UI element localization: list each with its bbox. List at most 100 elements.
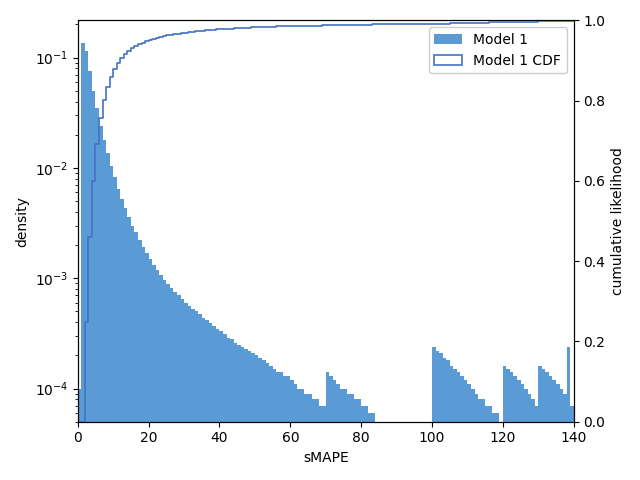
Bar	[464, 380, 467, 480]
Bar	[559, 388, 563, 480]
Bar	[212, 326, 216, 480]
Bar	[78, 388, 81, 480]
Bar	[383, 432, 386, 480]
Bar	[184, 303, 188, 480]
Model 1 CDF	[495, 20, 503, 25]
Bar	[379, 422, 383, 480]
Bar	[354, 399, 358, 480]
Bar	[252, 353, 255, 480]
Bar	[301, 388, 305, 480]
Bar	[152, 265, 156, 480]
Bar	[92, 91, 95, 480]
X-axis label: sMAPE: sMAPE	[303, 451, 349, 465]
Bar	[549, 376, 552, 480]
Bar	[344, 388, 347, 480]
Bar	[499, 422, 503, 480]
Bar	[269, 366, 273, 480]
Bar	[216, 328, 220, 480]
Bar	[570, 406, 573, 480]
Y-axis label: cumulative likelihood: cumulative likelihood	[611, 147, 625, 295]
Bar	[538, 366, 542, 480]
Bar	[443, 358, 446, 480]
Model 1 CDF	[237, 25, 244, 31]
Bar	[134, 232, 138, 480]
Bar	[524, 388, 527, 480]
Bar	[563, 394, 566, 480]
Bar	[308, 394, 312, 480]
Model 1 CDF	[506, 19, 514, 25]
Bar	[439, 353, 443, 480]
Bar	[545, 372, 549, 480]
Bar	[478, 399, 482, 480]
Bar	[482, 399, 485, 480]
Bar	[259, 358, 262, 480]
Bar	[527, 394, 531, 480]
Bar	[552, 380, 556, 480]
Bar	[116, 189, 120, 480]
Bar	[234, 343, 237, 480]
Bar	[85, 51, 88, 480]
Bar	[312, 399, 315, 480]
Bar	[393, 446, 397, 480]
Bar	[273, 369, 276, 480]
Bar	[421, 466, 425, 480]
Bar	[460, 376, 464, 480]
Bar	[180, 299, 184, 480]
Bar	[340, 388, 344, 480]
Bar	[333, 380, 337, 480]
Bar	[145, 253, 148, 480]
Bar	[474, 394, 478, 480]
Bar	[513, 376, 517, 480]
Bar	[141, 248, 145, 480]
Bar	[95, 108, 99, 480]
Bar	[223, 335, 227, 480]
Bar	[205, 320, 209, 480]
Bar	[294, 384, 298, 480]
Bar	[148, 260, 152, 480]
Bar	[230, 339, 234, 480]
Y-axis label: density: density	[15, 196, 29, 247]
Bar	[542, 369, 545, 480]
Bar	[173, 292, 177, 480]
Line: Model 1 CDF: Model 1 CDF	[78, 21, 573, 422]
Bar	[227, 337, 230, 480]
Bar	[113, 178, 116, 480]
Legend: Model 1, Model 1 CDF: Model 1, Model 1 CDF	[429, 27, 567, 73]
Bar	[517, 380, 520, 480]
Bar	[347, 394, 351, 480]
Bar	[471, 388, 474, 480]
Bar	[397, 466, 400, 480]
Bar	[99, 126, 102, 480]
Bar	[319, 406, 322, 480]
Bar	[262, 360, 266, 480]
Bar	[124, 208, 127, 480]
Bar	[237, 345, 241, 480]
Bar	[220, 331, 223, 480]
Bar	[305, 394, 308, 480]
Bar	[510, 372, 513, 480]
Bar	[418, 466, 421, 480]
Bar	[326, 372, 330, 480]
Bar	[198, 314, 202, 480]
Bar	[159, 275, 163, 480]
Bar	[170, 288, 173, 480]
Bar	[280, 372, 284, 480]
Model 1 CDF	[570, 18, 577, 24]
Bar	[358, 399, 361, 480]
Bar	[177, 295, 180, 480]
Bar	[195, 312, 198, 480]
Model 1 CDF	[545, 18, 553, 24]
Model 1 CDF	[74, 419, 82, 425]
Bar	[365, 406, 368, 480]
Bar	[287, 376, 291, 480]
Bar	[88, 71, 92, 480]
Bar	[166, 284, 170, 480]
Bar	[375, 422, 379, 480]
Bar	[520, 384, 524, 480]
Bar	[276, 372, 280, 480]
Bar	[284, 376, 287, 480]
Model 1 CDF	[102, 84, 110, 90]
Bar	[81, 43, 85, 480]
Bar	[436, 351, 439, 480]
Bar	[372, 413, 375, 480]
